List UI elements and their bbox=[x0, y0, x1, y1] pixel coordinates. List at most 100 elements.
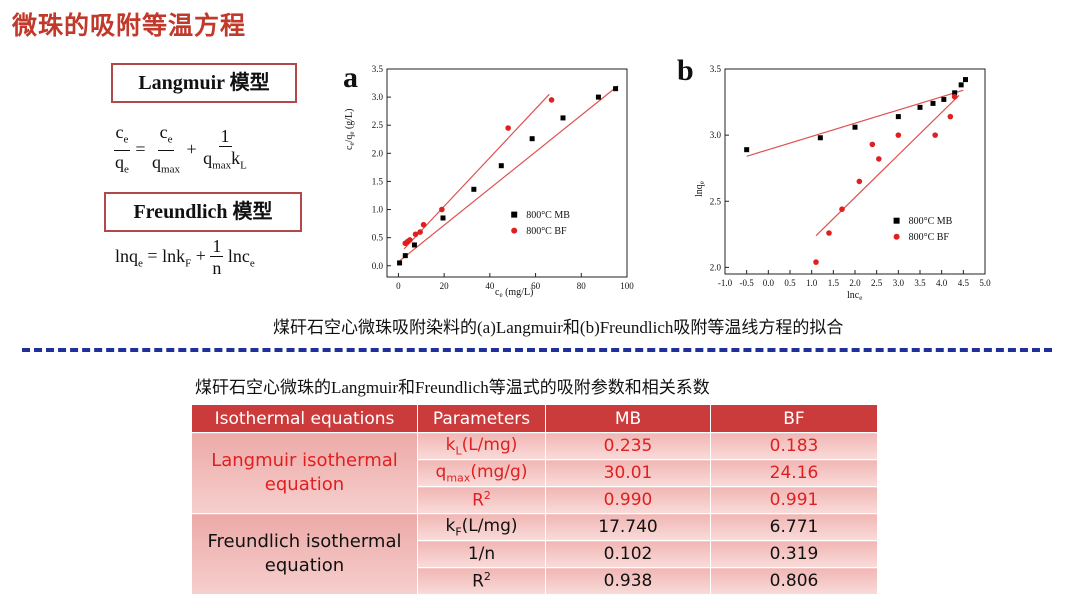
langmuir-row-label: Langmuir isothermal equation bbox=[191, 432, 418, 514]
eq-1n-denominator: n bbox=[212, 258, 222, 278]
x-tick-label: -1.0 bbox=[718, 278, 733, 288]
cell-kf-bf: 6.771 bbox=[710, 513, 878, 541]
fit-line bbox=[398, 85, 619, 263]
data-point-bf bbox=[439, 206, 445, 213]
cell-kf-mb: 17.740 bbox=[545, 513, 711, 541]
x-tick-label: 1.0 bbox=[806, 278, 818, 288]
data-point-bf bbox=[947, 113, 954, 120]
x-tick-label: 5.0 bbox=[979, 278, 991, 288]
slide-title: 微珠的吸附等温方程 bbox=[12, 11, 247, 40]
legend-marker-mb bbox=[893, 217, 900, 224]
x-tick-label: 4.0 bbox=[936, 278, 948, 288]
chart-b-plot-area: -1.0 -0.5 0.0 0.5 1.0 1.5 2.0 2.5 3.0 3.5 4.0 4.5 5.… bbox=[710, 64, 991, 288]
param-table-wrap: Isothermal equations Parameters MB BF La… bbox=[191, 404, 878, 595]
x-tick-label: 20 bbox=[440, 281, 450, 291]
eq-lhs-denominator: qe bbox=[115, 151, 129, 176]
data-point-bf bbox=[856, 178, 863, 185]
cell-1n-mb: 0.102 bbox=[545, 540, 711, 568]
eq-lnkf: lnkF bbox=[162, 245, 192, 270]
table-row: R2 0.990 0.991 bbox=[192, 486, 878, 514]
x-tick-label: 3.5 bbox=[914, 278, 926, 288]
legend-label: 800°C MB bbox=[526, 210, 570, 221]
freundlich-model-label: Freundlich 模型 bbox=[133, 201, 273, 223]
chart-a-ylabel: ce/qe (g/L) bbox=[344, 109, 356, 151]
freundlich-equation: lnqe = lnkF + 1 n lnce bbox=[115, 236, 255, 279]
y-tick-label: 3.0 bbox=[710, 130, 722, 140]
data-point-bf bbox=[813, 259, 819, 265]
langmuir-model-label: Langmuir 模型 bbox=[138, 72, 270, 94]
y-tick-label: 3.5 bbox=[710, 64, 722, 74]
freundlich-row-text: Freundlich isothermal equation bbox=[207, 531, 402, 576]
data-point-bf bbox=[407, 237, 413, 243]
legend-marker-bf bbox=[511, 227, 518, 234]
langmuir-model-box: Langmuir 模型 bbox=[111, 63, 297, 103]
data-point-mb bbox=[471, 186, 477, 192]
eq-term1-denominator: qmax bbox=[152, 151, 180, 176]
cell-qmax-bf: 24.16 bbox=[710, 459, 878, 487]
langmuir-row-text: Langmuir isothermal equation bbox=[211, 450, 398, 495]
data-point-mb bbox=[852, 124, 858, 130]
plot-frame bbox=[386, 68, 628, 278]
x-tick-label: 1.5 bbox=[828, 278, 840, 288]
header-bf: BF bbox=[710, 404, 878, 433]
legend-marker-mb bbox=[511, 211, 518, 218]
data-point-mb bbox=[963, 77, 968, 83]
table-row: Langmuir isothermal equation kL(L/mg) 0.… bbox=[191, 432, 878, 514]
freundlich-row-label: Freundlich isothermal equation bbox=[191, 513, 418, 595]
y-tick-label: 2.0 bbox=[372, 148, 384, 158]
data-point-mb bbox=[952, 90, 958, 96]
data-point-bf bbox=[951, 93, 958, 100]
eq-lhs-fraction: ce qe bbox=[113, 122, 131, 180]
eq-term2-denominator: qmaxkL bbox=[203, 147, 247, 172]
param-kl: kL(L/mg) bbox=[417, 432, 546, 460]
y-tick-label: 2.5 bbox=[372, 120, 384, 130]
eq-equals-2: = bbox=[147, 245, 158, 266]
data-point-mb bbox=[917, 104, 923, 110]
data-point-mb bbox=[613, 86, 619, 92]
eq-plus: + bbox=[186, 139, 197, 160]
fit-line bbox=[746, 89, 964, 157]
data-point-mb bbox=[930, 100, 936, 106]
data-point-mb bbox=[958, 82, 964, 88]
eq-term2-fraction: 1 qmaxkL bbox=[201, 126, 249, 177]
cell-r2f-mb: 0.938 bbox=[545, 567, 711, 595]
fit-line bbox=[815, 95, 960, 237]
data-point-bf bbox=[895, 132, 902, 138]
legend-label: 800°C MB bbox=[909, 216, 953, 227]
param-r2-langmuir: R2 bbox=[417, 486, 546, 514]
cell-qmax-mb: 30.01 bbox=[545, 459, 711, 487]
chart-a: a 0 20 40 60 80 100 0.0 0.5 1.0 1.5 2.0 2.5 3.0 3.5 80… bbox=[343, 61, 635, 299]
y-tick-label: 1.5 bbox=[372, 176, 384, 186]
data-point-mb bbox=[744, 147, 750, 153]
table-caption: 煤矸石空心微珠的Langmuir和Freundlich等温式的吸附参数和相关系数 bbox=[195, 378, 710, 397]
x-tick-label: 3.0 bbox=[893, 278, 905, 288]
legend-label: 800°C BF bbox=[909, 232, 950, 243]
data-point-mb bbox=[397, 260, 403, 266]
data-point-bf bbox=[876, 156, 882, 162]
cell-kl-bf: 0.183 bbox=[710, 432, 878, 460]
x-tick-label: 0.5 bbox=[784, 278, 796, 288]
table-row: qmax(mg/g) 30.01 24.16 bbox=[192, 459, 878, 487]
data-point-bf bbox=[412, 231, 419, 238]
param-qmax: qmax(mg/g) bbox=[417, 459, 546, 487]
data-point-bf bbox=[420, 221, 427, 228]
cell-r2l-bf: 0.991 bbox=[710, 486, 878, 514]
table-row: R2 0.938 0.806 bbox=[192, 567, 878, 595]
data-point-mb bbox=[529, 136, 535, 142]
eq-plus-2: + bbox=[195, 245, 206, 266]
header-mb: MB bbox=[545, 404, 711, 433]
chart-a-plot-area: 0 20 40 60 80 100 0.0 0.5 1.0 1.5 2.0 2.5 3.0 3.5 800°… bbox=[372, 64, 635, 291]
eq-1n-numerator: 1 bbox=[210, 236, 224, 257]
param-1n: 1/n bbox=[417, 540, 546, 568]
y-tick-label: 0.5 bbox=[372, 233, 384, 243]
y-tick-label: 2.0 bbox=[710, 262, 722, 272]
y-tick-label: 0.0 bbox=[372, 261, 384, 271]
chart-b-xlabel: lnce bbox=[847, 290, 862, 302]
cell-r2f-bf: 0.806 bbox=[710, 567, 878, 595]
chart-a-panel-label: a bbox=[343, 61, 358, 94]
eq-term1-fraction: ce qmax bbox=[150, 122, 182, 180]
x-tick-label: 60 bbox=[531, 281, 541, 291]
chart-a-xlabel: ce (mg/L) bbox=[495, 287, 533, 299]
x-tick-label: 40 bbox=[485, 281, 495, 291]
param-r2-freundlich: R2 bbox=[417, 567, 546, 595]
